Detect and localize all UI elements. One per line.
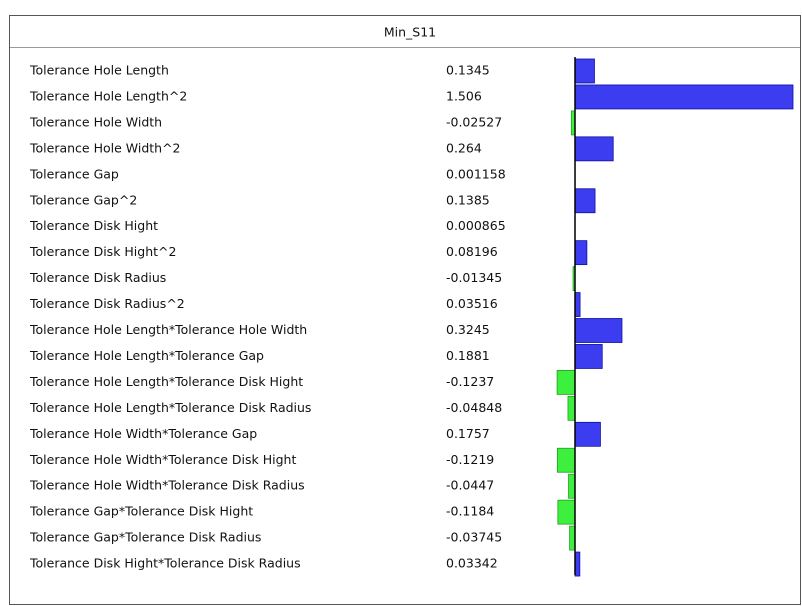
bar: [574, 84, 794, 110]
row-label: Tolerance Hole Width*Tolerance Disk High…: [29, 452, 296, 467]
value-label: -0.02527: [446, 114, 502, 129]
bar: [567, 395, 576, 421]
row-label: Tolerance Disk Radius^2: [29, 296, 185, 311]
bar: [574, 240, 588, 266]
bar: [557, 499, 576, 525]
row-label: Tolerance Hole Length*Tolerance Disk Hig…: [29, 374, 303, 389]
row-label: Tolerance Hole Length: [29, 63, 169, 78]
value-label: 0.08196: [446, 244, 498, 259]
row-label: Tolerance Disk Radius: [29, 270, 166, 285]
value-label: 1.506: [446, 88, 482, 103]
row-label: Tolerance Hole Length*Tolerance Hole Wid…: [29, 322, 307, 337]
value-label: -0.1237: [446, 374, 494, 389]
value-label: 0.1345: [446, 63, 490, 78]
row-label: Tolerance Disk Hight^2: [29, 244, 176, 259]
value-label: -0.0447: [446, 478, 494, 493]
value-label: 0.1385: [446, 192, 490, 207]
value-label: 0.000865: [446, 218, 506, 233]
value-label: 0.3245: [446, 322, 490, 337]
value-label: 0.03342: [446, 556, 498, 571]
value-label: -0.1184: [446, 504, 494, 519]
row-label: Tolerance Hole Width*Tolerance Gap: [29, 426, 257, 441]
bar: [556, 447, 576, 473]
row-label: Tolerance Hole Width: [29, 114, 162, 129]
bar: [568, 473, 576, 499]
row-label: Tolerance Gap*Tolerance Disk Radius: [29, 530, 261, 545]
bar: [574, 344, 603, 369]
value-label: -0.03745: [446, 530, 502, 545]
chart-title: Min_S11: [384, 25, 436, 40]
bar: [574, 58, 595, 84]
bar: [574, 318, 623, 343]
row-label: Tolerance Gap*Tolerance Disk Hight: [29, 504, 253, 519]
value-label: -0.04848: [446, 400, 502, 415]
row-label: Tolerance Disk Hight: [29, 218, 158, 233]
row-label: Tolerance Hole Width*Tolerance Disk Radi…: [29, 478, 305, 493]
row-label: Tolerance Gap: [29, 166, 119, 181]
value-label: -0.01345: [446, 270, 502, 285]
row-label: Tolerance Gap^2: [29, 192, 137, 207]
row-label: Tolerance Hole Length*Tolerance Disk Rad…: [29, 400, 311, 415]
frame: [9, 15, 801, 605]
bar: [574, 188, 596, 214]
bar: [569, 525, 576, 551]
value-label: 0.03516: [446, 296, 498, 311]
value-label: 0.001158: [446, 166, 506, 181]
value-label: 0.264: [446, 140, 482, 155]
value-label: 0.1881: [446, 348, 490, 363]
bar: [574, 292, 581, 317]
row-label: Tolerance Hole Length^2: [29, 88, 187, 103]
value-label: 0.1757: [446, 426, 490, 441]
row-label: Tolerance Disk Hight*Tolerance Disk Radi…: [29, 556, 301, 571]
bar: [574, 136, 614, 162]
value-label: -0.1219: [446, 452, 494, 467]
row-label: Tolerance Hole Length*Tolerance Gap: [29, 348, 264, 363]
row-label: Tolerance Hole Width^2: [29, 140, 181, 155]
bar: [556, 369, 576, 395]
bar: [574, 421, 601, 447]
